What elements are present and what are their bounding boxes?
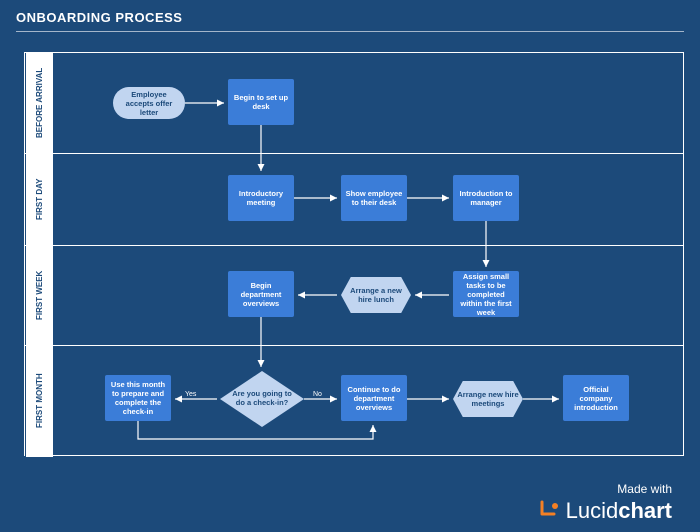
title-underline [16,31,684,32]
edge-label-no: No [313,391,322,398]
lucidchart-icon [538,500,560,522]
lane-divider [25,153,683,154]
lane-divider [25,345,683,346]
node-offer[interactable]: Employee accepts offer letter [113,87,185,119]
swimlane-container: Employee accepts offer letter Begin to se… [24,52,684,456]
node-smalltasks[interactable]: Assign small tasks to be completed withi… [453,271,519,317]
node-checkin[interactable]: Are you going to do a check-in? [220,371,304,427]
lane-label-before: BEFORE ARRIVAL [25,53,53,153]
swimlane-content: Employee accepts offer letter Begin to se… [53,53,683,455]
node-lunch[interactable]: Arrange a new hire lunch [341,277,411,313]
lane-label-week: FIRST WEEK [25,245,53,345]
node-deptov[interactable]: Begin department overviews [228,271,294,317]
brand-text-light: Lucid [566,498,619,523]
node-meetings[interactable]: Arrange new hire meetings [453,381,523,417]
footer: Made with Lucidchart [538,482,672,524]
node-official[interactable]: Official company introduction [563,375,629,421]
node-contdept[interactable]: Continue to do department overviews [341,375,407,421]
node-setupdesk[interactable]: Begin to set up desk [228,79,294,125]
page-title: ONBOARDING PROCESS [0,0,700,31]
node-showdesk[interactable]: Show employee to their desk [341,175,407,221]
lane-divider [25,245,683,246]
lane-label-day: FIRST DAY [25,153,53,245]
node-intro[interactable]: Introductory meeting [228,175,294,221]
node-prep[interactable]: Use this month to prepare and complete t… [105,375,171,421]
node-intromgr[interactable]: Introduction to manager [453,175,519,221]
brand-logo: Lucidchart [538,498,672,524]
edge-label-yes: Yes [185,391,196,398]
brand-text-bold: chart [618,498,672,523]
lane-label-month: FIRST MONTH [25,345,53,457]
made-with-text: Made with [538,482,672,496]
